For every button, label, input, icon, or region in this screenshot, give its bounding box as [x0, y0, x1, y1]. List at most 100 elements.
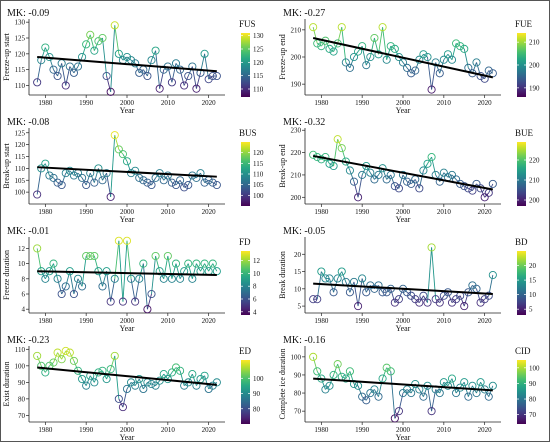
- mk-label: MK: -0.16: [283, 335, 325, 346]
- x-tick-label: 2010: [437, 317, 452, 325]
- data-point: [415, 298, 424, 307]
- colorbar-tick-label: 8: [253, 283, 257, 291]
- y-tick-label: 120: [15, 141, 26, 149]
- data-point: [439, 168, 448, 177]
- series-segment: [97, 271, 103, 287]
- data-point: [49, 65, 58, 74]
- data-point: [200, 259, 209, 268]
- data-point: [378, 23, 387, 32]
- data-point: [317, 155, 326, 164]
- data-point: [349, 52, 359, 62]
- data-point: [171, 259, 181, 268]
- data-point: [362, 288, 371, 297]
- data-point: [443, 50, 452, 59]
- x-axis-label: Year: [120, 215, 135, 224]
- colorbar-tick-label: 6: [253, 296, 257, 304]
- data-point: [131, 166, 140, 175]
- data-point: [423, 52, 432, 62]
- data-point: [390, 182, 399, 191]
- x-tick-label: 1990: [79, 426, 94, 434]
- data-point: [345, 288, 354, 297]
- series-segment: [77, 56, 83, 67]
- data-point: [163, 171, 172, 180]
- series-segment: [361, 165, 367, 176]
- series-segment: [118, 149, 124, 155]
- y-tick-label: 80: [294, 390, 302, 398]
- series-segment: [204, 53, 210, 80]
- data-point: [419, 50, 428, 59]
- series-segment: [102, 37, 108, 77]
- series-segment: [114, 355, 120, 399]
- series-segment: [102, 271, 108, 287]
- x-axis-label: Year: [396, 433, 411, 441]
- data-point: [37, 361, 46, 370]
- data-point: [200, 371, 209, 380]
- data-point: [488, 270, 497, 280]
- data-point: [374, 170, 383, 179]
- series-segment: [361, 396, 367, 401]
- series-segment: [106, 75, 112, 92]
- data-point: [82, 40, 91, 49]
- data-point: [488, 381, 497, 390]
- x-tick-label: 2000: [396, 317, 411, 325]
- data-point: [192, 259, 201, 268]
- data-point: [167, 274, 176, 283]
- x-tick-label: 2000: [120, 317, 135, 325]
- series-segment: [312, 356, 318, 372]
- colorbar-tick-label: 110: [253, 171, 264, 179]
- legend-title: BUE: [515, 128, 534, 138]
- series-segment: [85, 375, 91, 386]
- legend-title: BUS: [239, 128, 257, 138]
- series-segment: [406, 389, 412, 394]
- mk-label: MK: -0.32: [283, 117, 325, 128]
- mk-label: MK: -0.01: [7, 226, 49, 237]
- data-point: [110, 21, 119, 30]
- series-segment: [118, 240, 124, 302]
- series-segment: [451, 298, 457, 303]
- data-point: [33, 351, 42, 360]
- series-segment: [333, 43, 339, 52]
- x-tick-label: 2010: [437, 426, 452, 434]
- colorbar: [517, 33, 526, 97]
- colorbar-tick-label: 210: [529, 177, 540, 185]
- data-point: [61, 282, 70, 291]
- series-segment: [138, 263, 144, 279]
- y-tick-label: 210: [291, 26, 302, 34]
- data-point: [122, 236, 132, 245]
- data-point: [188, 370, 197, 379]
- data-point: [345, 166, 354, 175]
- series-segment: [179, 69, 185, 86]
- trend-line: [312, 37, 494, 79]
- x-tick-label: 2000: [396, 208, 411, 216]
- data-point: [354, 193, 363, 202]
- data-point: [118, 150, 127, 159]
- y-tick-label: 125: [15, 35, 26, 43]
- series-segment: [163, 373, 169, 380]
- y-axis-label: Freeze-up end: [278, 34, 287, 80]
- series-segment: [443, 172, 449, 178]
- y-tick-label: 15: [294, 268, 302, 276]
- data-point: [394, 295, 403, 304]
- data-point: [204, 267, 213, 276]
- data-point: [98, 33, 107, 43]
- x-tick-label: 1990: [355, 317, 370, 325]
- y-axis-label: Break-up end: [278, 144, 287, 187]
- data-point: [435, 177, 444, 186]
- data-point: [378, 288, 387, 297]
- series-segment: [484, 192, 490, 198]
- data-point: [86, 251, 95, 261]
- data-point: [370, 33, 379, 43]
- series-segment: [106, 271, 112, 302]
- x-tick-label: 1990: [79, 208, 94, 216]
- series-segment: [390, 174, 396, 187]
- series-segment: [57, 278, 63, 295]
- data-point: [180, 183, 189, 192]
- data-point: [480, 193, 489, 202]
- data-point: [53, 274, 62, 283]
- legend-title: FD: [239, 237, 251, 247]
- series-segment: [57, 63, 63, 77]
- x-tick-label: 2010: [161, 426, 176, 434]
- x-axis-label: Year: [396, 324, 411, 333]
- series-segment: [200, 172, 205, 183]
